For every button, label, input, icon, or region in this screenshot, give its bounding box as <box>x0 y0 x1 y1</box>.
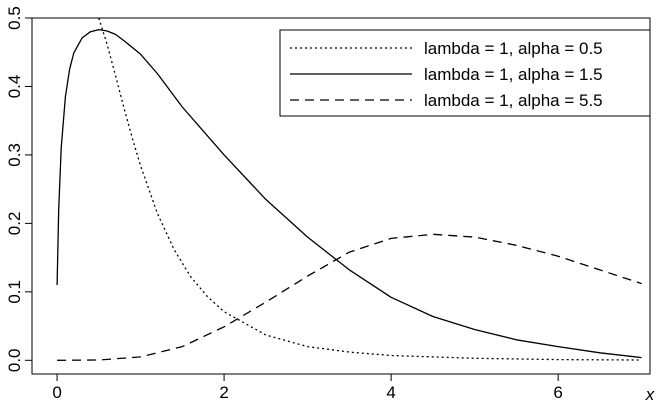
legend-label-2: lambda = 1, alpha = 5.5 <box>424 91 603 110</box>
y-tick-label-4: 0.4 <box>5 75 24 99</box>
series-line-2 <box>57 233 642 361</box>
series-line-1 <box>56 28 642 359</box>
series-layer <box>56 18 642 361</box>
x-tick-label-2: 4 <box>386 383 395 401</box>
y-tick-label-1: 0.1 <box>5 280 24 304</box>
legend-label-1: lambda = 1, alpha = 1.5 <box>424 65 603 84</box>
plot-frame <box>31 17 651 375</box>
y-tick-label-5: 0.5 <box>5 6 24 30</box>
y-tick-label-2: 0.2 <box>5 212 24 236</box>
y-tick-label-3: 0.3 <box>5 143 24 167</box>
y-tick-label-0: 0.0 <box>5 348 24 372</box>
x-tick-label-1: 2 <box>219 383 228 401</box>
x-tick-label-0: 0 <box>52 383 61 401</box>
legend-box <box>279 29 651 117</box>
axes-layer: 0 2 4 6 0.0 0.1 0.2 0.3 0.4 0.5 <box>5 6 563 401</box>
legend-label-0: lambda = 1, alpha = 0.5 <box>424 39 603 58</box>
x-axis-label: x <box>645 385 655 401</box>
legend: lambda = 1, alpha = 0.5 lambda = 1, alpha… <box>279 29 651 117</box>
x-tick-label-3: 6 <box>553 383 562 401</box>
